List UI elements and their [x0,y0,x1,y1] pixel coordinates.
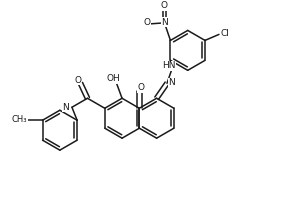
Text: O: O [138,83,145,92]
Text: N: N [168,78,175,87]
Text: N: N [63,103,69,112]
Text: O: O [74,76,81,85]
Text: CH₃: CH₃ [12,115,27,124]
Text: Cl: Cl [221,29,229,38]
Text: O: O [144,18,151,27]
Text: HN: HN [162,61,176,70]
Text: O: O [161,1,168,10]
Text: N: N [161,18,168,27]
Text: OH: OH [106,74,120,83]
